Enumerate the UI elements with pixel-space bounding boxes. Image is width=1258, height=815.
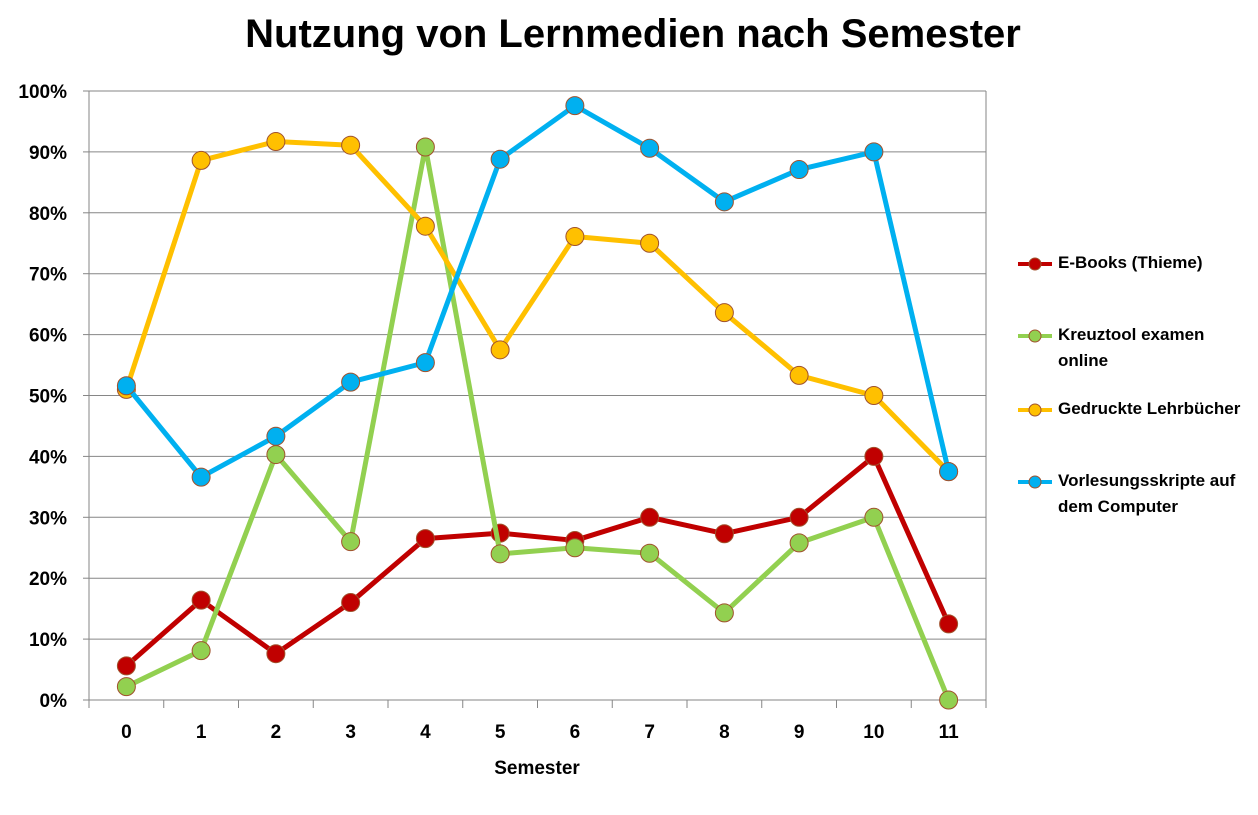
data-point bbox=[266, 445, 286, 465]
data-point bbox=[266, 132, 286, 152]
data-point bbox=[415, 216, 435, 236]
data-point bbox=[490, 544, 510, 564]
data-point bbox=[116, 656, 136, 676]
data-point bbox=[789, 507, 809, 527]
data-point bbox=[939, 462, 959, 482]
x-tick-label: 10 bbox=[863, 722, 884, 743]
x-tick-label: 2 bbox=[271, 722, 282, 743]
data-point bbox=[191, 150, 211, 170]
x-tick-label: 5 bbox=[495, 722, 506, 743]
data-point bbox=[714, 192, 734, 212]
data-point bbox=[714, 603, 734, 623]
data-point bbox=[341, 593, 361, 613]
data-point bbox=[565, 227, 585, 247]
x-tick-label: 9 bbox=[794, 722, 805, 743]
legend-item: Kreuztool examen online bbox=[1016, 322, 1258, 374]
legend-label: Kreuztool examen online bbox=[1058, 325, 1205, 370]
y-tick-label: 80% bbox=[29, 204, 67, 225]
series-1 bbox=[116, 446, 959, 676]
x-axis-label: Semester bbox=[494, 758, 580, 779]
data-point bbox=[789, 365, 809, 385]
y-tick-label: 70% bbox=[29, 265, 67, 286]
x-tick-label: 11 bbox=[939, 722, 960, 743]
legend-item: Vorlesungsskripte auf dem Computer bbox=[1016, 468, 1258, 520]
data-point bbox=[415, 137, 435, 157]
data-point bbox=[490, 340, 510, 360]
y-tick-label: 10% bbox=[29, 630, 67, 651]
y-tick-label: 100% bbox=[18, 82, 67, 103]
data-point bbox=[266, 644, 286, 664]
x-tick-label: 3 bbox=[345, 722, 356, 743]
x-tick-label: 4 bbox=[420, 722, 431, 743]
legend-item: E-Books (Thieme) bbox=[1016, 250, 1258, 276]
data-point bbox=[341, 135, 361, 155]
data-point bbox=[415, 353, 435, 373]
data-point bbox=[116, 677, 136, 697]
data-point bbox=[864, 142, 884, 162]
data-point bbox=[864, 507, 884, 527]
legend-item: Gedruckte Lehrbücher bbox=[1016, 396, 1258, 422]
y-tick-label: 30% bbox=[29, 508, 67, 529]
data-point bbox=[640, 507, 660, 527]
data-point bbox=[640, 233, 660, 253]
data-point bbox=[266, 426, 286, 446]
y-tick-label: 60% bbox=[29, 326, 67, 347]
data-point bbox=[939, 690, 959, 710]
x-tick-label: 6 bbox=[570, 722, 581, 743]
gridlines bbox=[89, 90, 986, 640]
series-4 bbox=[116, 96, 959, 487]
y-tick-label: 20% bbox=[29, 569, 67, 590]
y-tick-label: 0% bbox=[40, 691, 68, 712]
legend-swatch bbox=[1018, 475, 1052, 489]
y-tick-label: 40% bbox=[29, 447, 67, 468]
data-point bbox=[939, 614, 959, 634]
x-tick-label: 8 bbox=[719, 722, 730, 743]
legend-label: E-Books (Thieme) bbox=[1058, 253, 1203, 272]
legend-swatch bbox=[1018, 403, 1052, 417]
data-point bbox=[415, 529, 435, 549]
y-tick-label: 90% bbox=[29, 143, 67, 164]
data-point bbox=[864, 446, 884, 466]
series-2 bbox=[116, 137, 959, 710]
series-line bbox=[123, 139, 952, 475]
series-lines bbox=[116, 96, 959, 710]
y-tick-label: 50% bbox=[29, 387, 67, 408]
chart-title: Nutzung von Lernmedien nach Semester bbox=[245, 12, 1021, 56]
axes: 0% 10% 20% 30% 40% 50% 60% 70% 80% 90% 100% 0 1 2 3 4 5 6… bbox=[18, 82, 987, 743]
legend-swatch bbox=[1018, 257, 1052, 271]
series-line bbox=[123, 453, 952, 669]
data-point bbox=[191, 641, 211, 661]
x-tick-label: 1 bbox=[196, 722, 207, 743]
data-point bbox=[789, 533, 809, 553]
series-3 bbox=[116, 132, 959, 482]
data-point bbox=[714, 524, 734, 544]
data-point bbox=[191, 467, 211, 487]
data-point bbox=[341, 532, 361, 552]
series-line bbox=[123, 144, 952, 703]
data-point bbox=[714, 303, 734, 323]
data-point bbox=[341, 372, 361, 392]
data-point bbox=[640, 138, 660, 158]
data-point bbox=[490, 149, 510, 169]
data-point bbox=[191, 590, 211, 610]
x-tick-label: 0 bbox=[121, 722, 132, 743]
data-point bbox=[640, 543, 660, 563]
legend-label: Gedruckte Lehrbücher bbox=[1058, 399, 1241, 418]
data-point bbox=[565, 538, 585, 558]
series-line bbox=[123, 103, 952, 480]
data-point bbox=[116, 376, 136, 396]
data-point bbox=[565, 96, 585, 116]
data-point bbox=[864, 386, 884, 405]
data-point bbox=[789, 160, 809, 180]
x-tick-label: 7 bbox=[644, 722, 655, 743]
legend-swatch bbox=[1018, 329, 1052, 343]
legend-label: Vorlesungsskripte auf dem Computer bbox=[1058, 471, 1236, 516]
